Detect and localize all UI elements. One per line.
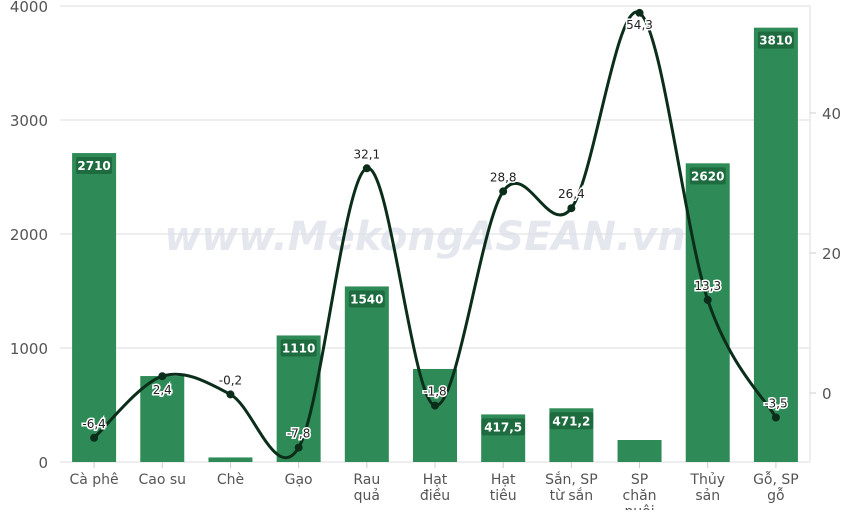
category-label: Chè <box>217 472 244 488</box>
bar-label-bg <box>549 412 594 430</box>
line-label: 32,1 <box>353 147 380 161</box>
right-tick-label: 0 <box>822 385 832 403</box>
line-point <box>294 443 303 452</box>
bar-label-bg <box>689 167 726 185</box>
line-label: 54,3 <box>626 18 653 32</box>
bar <box>753 27 798 462</box>
line-point <box>499 187 508 196</box>
category-label: Cà phê <box>69 472 118 488</box>
bar-label: 1110 <box>282 341 315 355</box>
category-label: điều <box>420 487 450 504</box>
line-label: 28,8 <box>490 170 517 184</box>
right-tick-label: 40 <box>822 105 841 123</box>
bar <box>617 439 662 462</box>
category-label: Sắn, SP <box>545 471 598 488</box>
line-label: 2,4 <box>153 383 172 397</box>
category-label: tiêu <box>490 488 517 504</box>
line-point <box>567 204 576 213</box>
bar-label: 471,2 <box>552 414 590 428</box>
category-label: Cao su <box>138 472 186 488</box>
line-label: -6,4 <box>82 417 105 431</box>
category-label: Rau <box>353 472 380 488</box>
line-point <box>771 413 780 422</box>
category-label: quả <box>354 488 380 504</box>
category-label: sản <box>695 488 720 504</box>
line-point <box>431 401 439 410</box>
line-label: 13,3 <box>694 279 721 293</box>
line-label: -7,8 <box>287 427 310 441</box>
line-label: -0,2 <box>219 373 242 387</box>
line-label: 26,4 <box>558 187 585 201</box>
category-label: Gỗ, SP <box>753 471 799 488</box>
line-point <box>158 372 167 381</box>
category-label: nuôi <box>624 504 654 510</box>
left-tick-label: 1000 <box>10 340 48 358</box>
category-label: chăn <box>623 488 657 504</box>
bar <box>140 376 185 462</box>
category-label: SP <box>631 472 648 488</box>
category-label: từ sắn <box>550 487 594 504</box>
line-series <box>93 10 778 459</box>
right-tick-label: 20 <box>822 245 841 263</box>
bar <box>208 457 253 462</box>
category-label: Thủy <box>689 472 725 488</box>
bar-label: 417,5 <box>484 420 522 434</box>
left-tick-label: 4000 <box>10 0 48 16</box>
bar-label-bg <box>76 157 113 175</box>
left-tick-label: 0 <box>38 454 48 472</box>
bar-label: 1540 <box>350 292 383 306</box>
line-label: -1,8 <box>423 385 446 399</box>
category-label: gỗ <box>767 487 784 504</box>
bar <box>344 286 389 462</box>
bar-label-bg <box>348 290 385 308</box>
bar-label-bg <box>280 339 317 357</box>
bar-label: 2710 <box>77 159 110 173</box>
category-label: Hạt <box>423 472 448 488</box>
line-point <box>703 295 712 304</box>
line-label: -3,5 <box>764 397 787 411</box>
bar-label: 3810 <box>759 34 792 48</box>
category-label: Gạo <box>285 472 313 488</box>
bar-label: 2620 <box>691 169 724 183</box>
left-tick-label: 3000 <box>10 112 48 130</box>
bar <box>72 153 117 462</box>
line-point <box>635 8 644 17</box>
watermark: www.MekongASEAN.vn <box>164 214 685 260</box>
bar-label-bg <box>481 418 525 436</box>
line-point <box>362 164 371 173</box>
bar-label-bg <box>757 31 794 49</box>
category-label: Hạt <box>491 472 516 488</box>
line-point <box>226 390 235 399</box>
line-point <box>90 433 99 442</box>
bar <box>685 163 730 462</box>
left-tick-label: 2000 <box>10 226 48 244</box>
